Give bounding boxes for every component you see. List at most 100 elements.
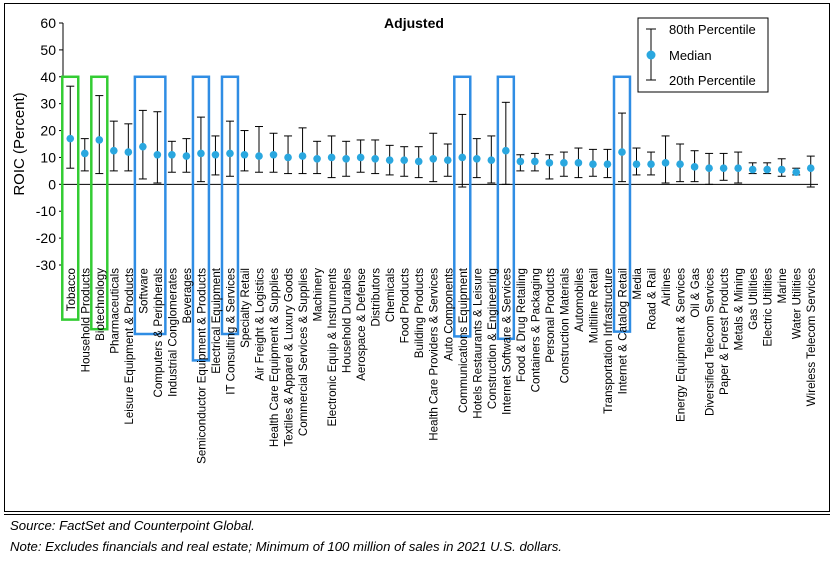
legend-median-mark [646,50,656,60]
x-category-label: Energy Equipment & Services [675,268,688,422]
x-category-label: Paper & Forest Products [718,268,731,395]
highlight-box-blue [133,75,167,336]
median-point [589,160,597,168]
median-point [443,156,452,164]
legend-entry: Median [669,48,712,63]
y-tick-label: -10 [36,203,56,219]
x-category-label: IT Consulting & Services [224,268,237,395]
x-category-label: Water Utilities [791,268,804,339]
median-point [676,160,684,168]
x-category-label: Air Freight & Logistics [254,268,267,381]
median-point [429,154,438,163]
x-category-label: Multiline Retail [587,268,600,343]
x-category-label: Health Care Providers & Services [428,268,441,441]
median-point [792,168,801,177]
footer-divider [4,514,830,515]
highlight-box-green [90,75,109,331]
median-point [182,152,191,160]
median-point [400,156,409,164]
median-point [705,164,713,172]
x-category-label: Road & Rail [646,268,659,330]
x-category-label: Communications Equipment [457,267,470,413]
y-tick-label: 40 [40,69,56,85]
median-point [95,136,104,144]
x-category-label: Beverages [181,268,194,324]
median-point [385,156,394,164]
x-category-label: Construction Materials [558,268,571,384]
y-tick-label: 50 [40,42,56,58]
median-point [647,160,655,168]
x-category-label: Distributors [370,268,383,327]
median-point [806,164,815,172]
x-category-label: Hotels Restaurants & Leisure [471,268,484,419]
x-category-label: Textiles & Apparel & Luxury Goods [283,268,296,447]
median-point [313,154,321,163]
x-category-label: Specialty Retail [239,268,252,348]
median-point [690,163,699,171]
roic-errorbar-chart: Adjusted ROIC (Percent) -30 -20 -10 0 10 20 30 40… [11,15,818,464]
median-point [66,134,75,143]
x-category-label: Health Care Equipment & Supplies [268,268,281,447]
x-category-label: Wireless Telecom Services [805,268,818,407]
median-point [719,164,728,172]
y-tick-label: 10 [40,149,56,165]
median-point [371,154,379,163]
x-category-label: Airlines [660,268,673,306]
x-category-label: Building Products [413,268,426,358]
y-tick-label: 30 [40,96,56,112]
x-category-label: Diversified Telecom Services [704,268,717,416]
median-point [502,146,510,155]
x-category-label: Automobiles [573,268,586,332]
x-category-label: Food & Drug Retailing [515,268,528,382]
chart-title: Adjusted [384,15,444,31]
median-point [574,159,583,167]
median-point [472,154,481,163]
y-tick-label: 20 [40,123,56,139]
x-category-label: Auto Components [442,268,455,361]
median-point [487,156,496,164]
y-tick-label: 60 [40,15,56,31]
y-tick-label: -30 [36,257,56,273]
median-point [124,148,133,156]
median-point [327,153,336,162]
x-category-label: Oil & Gas [689,268,702,318]
y-tick-label: -20 [36,230,56,246]
median-point [603,160,612,168]
x-category-label: Machinery [312,268,325,322]
highlight-box-blue [191,75,211,362]
median-point [269,150,278,159]
x-category-label: Food Products [399,268,412,344]
x-category-label: Internet Software & Services [500,268,513,415]
median-point [240,150,249,159]
x-category-label: Construction & Engineering [486,268,499,409]
x-category-label: Personal Products [544,268,557,363]
y-axis-label: ROIC (Percent) [11,92,28,195]
median-point [545,159,554,167]
x-category-label: Chemicals [384,268,397,322]
x-category-label: Software [137,268,150,314]
median-point [197,149,205,158]
median-point [226,149,234,158]
median-point [211,150,220,159]
x-category-label: Aerospace & Defense [355,268,368,381]
legend-entry: 20th Percentile [669,73,756,88]
x-category-label: Media [631,267,644,299]
legend-entry: 80th Percentile [669,22,756,37]
median-point [560,159,568,167]
x-category-label: Household Products [79,268,92,373]
median-point [748,165,757,174]
x-category-label: Marine [776,268,789,303]
median-point [763,165,771,174]
median-point [661,159,670,167]
y-tick-label: 0 [48,176,56,192]
x-category-label: Internet & Catalog Retail [616,268,629,394]
x-category-label: Industrial Conglomerates [166,268,179,397]
median-point [168,150,176,159]
x-category-label: Electrical Equipment [210,267,223,373]
x-category-label: Pharmaceuticals [108,268,121,354]
legend-box [637,17,769,93]
median-point [618,148,626,156]
x-category-label: Electronic Equip & Instruments [326,268,339,427]
median-point [414,157,423,166]
median-point [255,152,263,160]
